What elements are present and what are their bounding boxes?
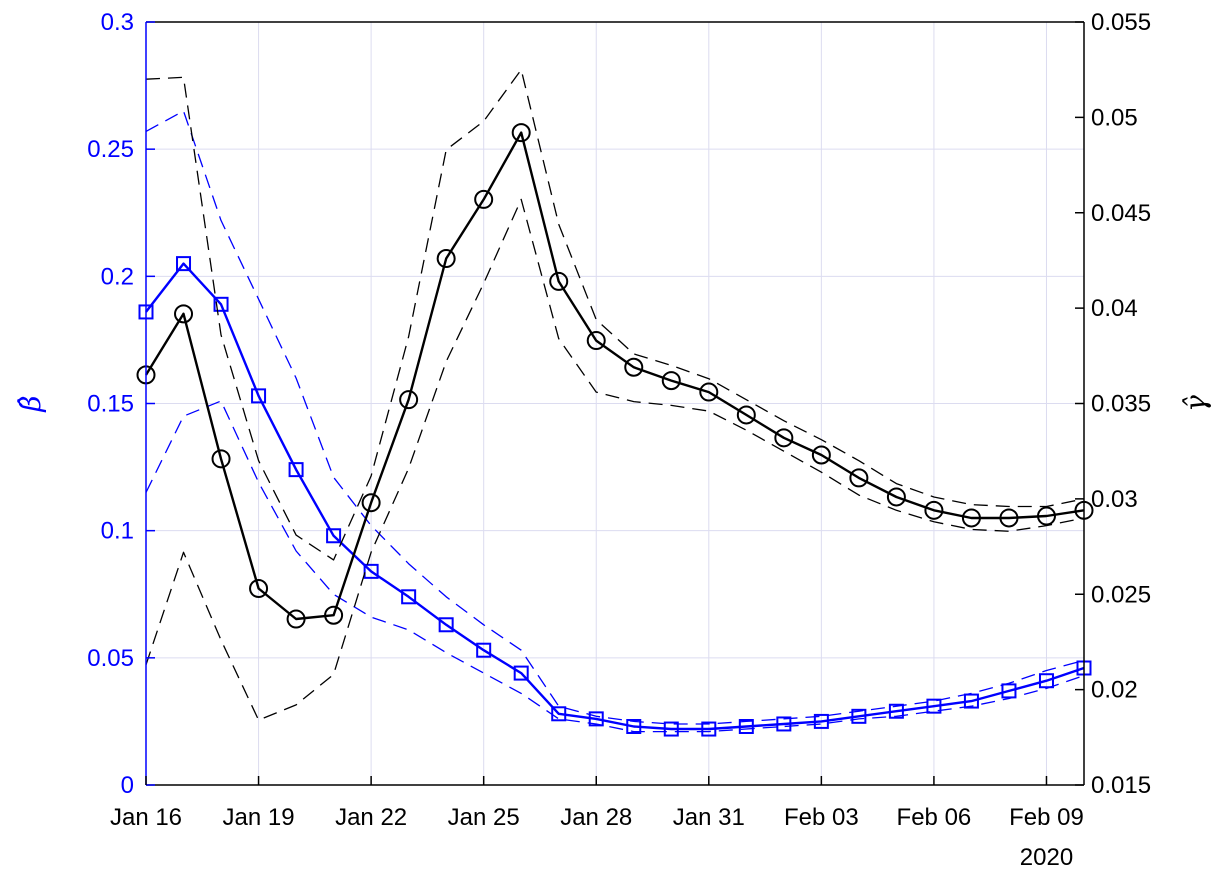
series-5 [145, 69, 1085, 561]
x-tick-label: Jan 25 [448, 804, 520, 831]
left-axis-label: β̂ [14, 395, 47, 412]
circle-marker [586, 331, 606, 351]
circle-marker [1036, 506, 1056, 526]
right-tick-label: 0.04 [1091, 295, 1138, 322]
left-tick-label: 0.15 [87, 391, 134, 418]
circle-marker [286, 609, 306, 629]
square-marker [326, 528, 342, 544]
series-1 [138, 256, 1092, 737]
x-axis-year-label: 2020 [1020, 844, 1073, 871]
confidence-bound-line [145, 400, 1085, 733]
square-marker [626, 719, 642, 735]
circle-marker [474, 189, 494, 209]
circle-marker [661, 371, 681, 391]
circle-marker [211, 449, 231, 469]
right-tick-label: 0.035 [1091, 391, 1151, 418]
x-tick-label: Feb 09 [1009, 804, 1084, 831]
square-marker [513, 665, 529, 681]
series-6 [145, 198, 1085, 721]
circle-marker [886, 487, 906, 507]
left-tick-label: 0.05 [87, 645, 134, 672]
circle-marker [549, 271, 569, 291]
square-marker [213, 296, 229, 312]
series-4 [136, 123, 1094, 629]
x-tick-label: Jan 19 [223, 804, 295, 831]
circle-marker [511, 123, 531, 143]
circle-marker [624, 357, 644, 377]
left-tick-label: 0 [121, 772, 134, 799]
left-tick-label: 0.25 [87, 136, 134, 163]
circle-marker [249, 579, 269, 599]
square-marker [288, 462, 304, 478]
square-marker [738, 719, 754, 735]
circle-marker [924, 500, 944, 520]
square-marker [888, 703, 904, 719]
square-marker [401, 589, 417, 605]
left-tick-label: 0.3 [101, 9, 134, 36]
square-marker [963, 693, 979, 709]
circle-marker [811, 445, 831, 465]
right-tick-label: 0.015 [1091, 772, 1151, 799]
right-tick-label: 0.025 [1091, 581, 1151, 608]
axes: 0 0.05 0.1 0.15 0.2 0.25 0.3 0.015 0.02 0.025 0.03… [87, 9, 1151, 831]
confidence-bound-line [145, 69, 1085, 561]
confidence-bound-line [145, 110, 1085, 725]
square-marker [776, 716, 792, 732]
square-marker [588, 711, 604, 727]
circle-marker [736, 405, 756, 425]
right-tick-label: 0.03 [1091, 486, 1138, 513]
circle-marker [174, 304, 194, 324]
square-marker [363, 563, 379, 579]
right-tick-label: 0.045 [1091, 200, 1151, 227]
x-tick-label: Jan 16 [110, 804, 182, 831]
left-tick-label: 0.2 [101, 263, 134, 290]
square-marker [701, 721, 717, 737]
circle-marker [361, 493, 381, 513]
circle-marker [399, 390, 419, 410]
square-marker [1038, 673, 1054, 689]
right-tick-label: 0.02 [1091, 677, 1138, 704]
circle-marker [774, 428, 794, 448]
circle-marker [699, 382, 719, 402]
x-tick-label: Feb 06 [897, 804, 972, 831]
circle-marker [999, 508, 1019, 528]
confidence-bound-line [145, 198, 1085, 721]
circle-marker [436, 249, 456, 269]
right-tick-label: 0.05 [1091, 104, 1138, 131]
right-tick-label: 0.055 [1091, 9, 1151, 36]
circle-marker [849, 468, 869, 488]
circle-marker [324, 605, 344, 625]
series-line [144, 131, 1085, 621]
circle-marker [961, 508, 981, 528]
square-marker [251, 388, 267, 404]
series-2 [145, 110, 1085, 725]
right-axis-label: γ̂ [1179, 395, 1212, 412]
square-marker [926, 698, 942, 714]
square-marker [476, 642, 492, 658]
grid [145, 21, 1084, 786]
square-marker [176, 256, 192, 272]
square-marker [851, 708, 867, 724]
x-tick-label: Jan 31 [673, 804, 745, 831]
plot-series [136, 69, 1094, 737]
series-3 [145, 400, 1085, 733]
square-marker [1001, 683, 1017, 699]
x-tick-label: Feb 03 [784, 804, 859, 831]
left-tick-label: 0.1 [101, 518, 134, 545]
square-marker [663, 721, 679, 737]
x-tick-label: Jan 22 [335, 804, 407, 831]
square-marker [438, 617, 454, 633]
square-marker [813, 713, 829, 729]
x-tick-label: Jan 28 [560, 804, 632, 831]
